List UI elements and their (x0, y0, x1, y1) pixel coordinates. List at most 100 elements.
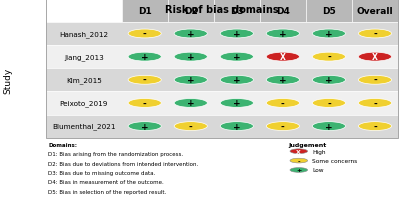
Text: +: + (187, 53, 194, 62)
Ellipse shape (358, 53, 392, 62)
Ellipse shape (358, 99, 392, 108)
Ellipse shape (220, 30, 253, 39)
Text: Kim_2015: Kim_2015 (66, 77, 102, 84)
Bar (260, 0, 306, 23)
Ellipse shape (266, 122, 300, 131)
Text: Domains:: Domains: (48, 142, 77, 147)
Text: D2: D2 (184, 7, 198, 16)
Ellipse shape (174, 76, 207, 85)
Bar (46, 115, 398, 138)
Text: +: + (187, 99, 194, 108)
Ellipse shape (266, 76, 300, 85)
Text: +: + (279, 30, 287, 39)
Ellipse shape (266, 99, 300, 108)
Text: +: + (325, 30, 333, 39)
Bar (46, 69, 398, 92)
Ellipse shape (358, 122, 392, 131)
Ellipse shape (128, 76, 161, 85)
Ellipse shape (312, 53, 346, 62)
Ellipse shape (312, 30, 346, 39)
Text: Peixoto_2019: Peixoto_2019 (60, 100, 108, 107)
Text: -: - (327, 99, 331, 108)
Bar (168, 0, 214, 23)
Text: +: + (187, 76, 194, 85)
Text: +: + (233, 99, 241, 108)
Text: +: + (141, 53, 148, 62)
Text: +: + (141, 122, 148, 131)
Bar (46, 0, 398, 138)
Text: -: - (298, 158, 300, 163)
Ellipse shape (220, 99, 253, 108)
Ellipse shape (266, 30, 300, 39)
Text: Overall: Overall (357, 7, 393, 16)
Text: D2: Bias due to deviations from intended intervention.: D2: Bias due to deviations from intended… (48, 161, 198, 166)
Ellipse shape (358, 30, 392, 39)
Ellipse shape (290, 149, 308, 154)
Text: Hanash_2012: Hanash_2012 (59, 31, 108, 38)
Text: -: - (281, 122, 285, 131)
Text: -: - (143, 76, 146, 85)
Ellipse shape (128, 99, 161, 108)
Bar (214, 0, 260, 23)
Text: Jiang_2013: Jiang_2013 (64, 54, 104, 61)
Text: -: - (373, 30, 377, 39)
Ellipse shape (128, 53, 161, 62)
Text: Blumenthal_2021: Blumenthal_2021 (52, 123, 116, 130)
Ellipse shape (290, 168, 308, 172)
Text: +: + (233, 76, 241, 85)
Ellipse shape (290, 158, 308, 163)
Text: X: X (372, 53, 378, 62)
Text: +: + (325, 76, 333, 85)
Ellipse shape (174, 30, 207, 39)
Text: -: - (373, 76, 377, 85)
Ellipse shape (128, 30, 161, 39)
Text: -: - (189, 122, 193, 131)
Ellipse shape (174, 53, 207, 62)
Text: Some concerns: Some concerns (312, 158, 358, 163)
Text: Study: Study (4, 67, 12, 94)
Ellipse shape (174, 99, 207, 108)
Text: D5: Bias in selection of the reported result.: D5: Bias in selection of the reported re… (48, 189, 166, 194)
Text: +: + (233, 53, 241, 62)
Text: D4: D4 (276, 7, 290, 16)
Text: +: + (187, 30, 194, 39)
Text: -: - (373, 122, 377, 131)
Text: High: High (312, 149, 326, 154)
Text: Risk of bias domains: Risk of bias domains (165, 5, 279, 15)
Text: -: - (327, 53, 331, 62)
Text: +: + (325, 122, 333, 131)
Text: +: + (233, 122, 241, 131)
Text: D1: Bias arising from the randomization process.: D1: Bias arising from the randomization … (48, 151, 183, 156)
Ellipse shape (312, 99, 346, 108)
Bar (352, 0, 398, 23)
Text: -: - (373, 99, 377, 108)
Text: D4: Bias in measurement of the outcome.: D4: Bias in measurement of the outcome. (48, 179, 164, 184)
Text: Judgement: Judgement (288, 142, 326, 147)
Bar (46, 23, 398, 46)
Text: D5: D5 (322, 7, 336, 16)
Ellipse shape (128, 122, 161, 131)
Text: D3: Bias due to missing outcome data.: D3: Bias due to missing outcome data. (48, 170, 155, 175)
Bar (122, 0, 168, 23)
Ellipse shape (312, 76, 346, 85)
Text: X: X (296, 149, 301, 154)
Ellipse shape (220, 76, 253, 85)
Ellipse shape (312, 122, 346, 131)
Ellipse shape (266, 53, 300, 62)
Text: -: - (143, 99, 146, 108)
Ellipse shape (358, 76, 392, 85)
Bar (46, 92, 398, 115)
Text: -: - (143, 30, 146, 39)
Ellipse shape (220, 122, 253, 131)
Text: X: X (280, 53, 286, 62)
Ellipse shape (220, 53, 253, 62)
Bar (306, 0, 352, 23)
Text: D1: D1 (138, 7, 152, 16)
Bar (46, 46, 398, 69)
Text: +: + (279, 76, 287, 85)
Text: +: + (296, 168, 302, 173)
Text: +: + (233, 30, 241, 39)
Text: D3: D3 (230, 7, 244, 16)
Text: Low: Low (312, 168, 324, 173)
Text: -: - (281, 99, 285, 108)
